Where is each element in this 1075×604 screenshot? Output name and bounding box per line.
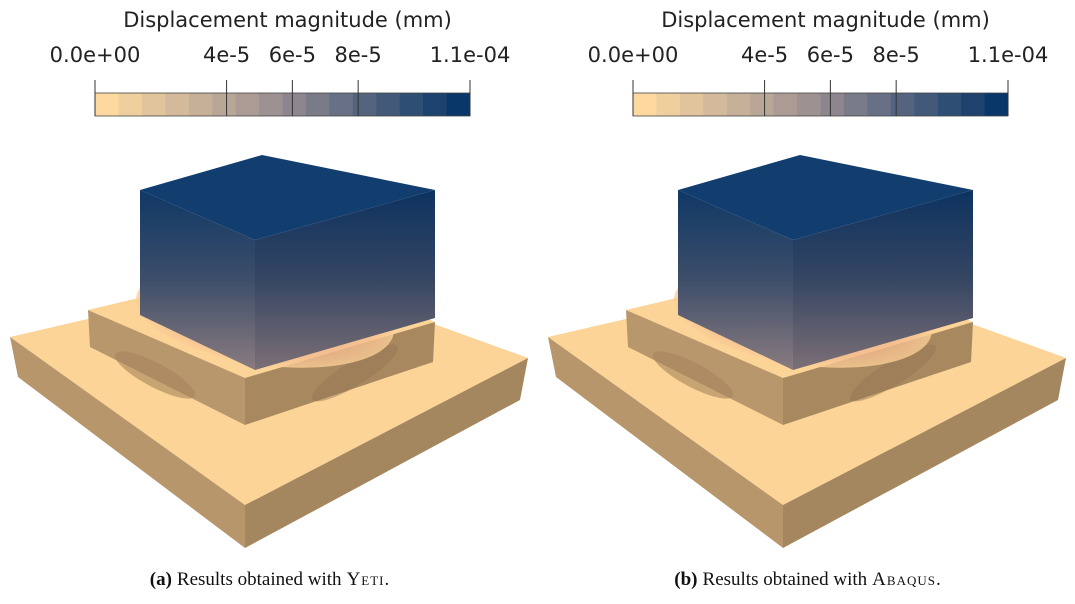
panel: Displacement magnitude (mm) 0.0e+00 4e-5 6e… [548, 8, 1066, 548]
colorbar-step [165, 93, 190, 116]
colorbar-step [282, 93, 307, 116]
colorbar-step [750, 93, 775, 116]
colorbar-step [867, 93, 892, 116]
colorbar-step [95, 93, 119, 116]
colorbar-step [352, 93, 377, 116]
colorbar-title: Displacement magnitude (mm) [661, 8, 990, 32]
colorbar-step [141, 93, 166, 116]
caption: (a) Results obtained with Yeti. [150, 569, 391, 590]
colorbar-tick-label: 8e-5 [335, 43, 382, 67]
panel: Displacement magnitude (mm) 0.0e+00 4e-5 6e… [10, 8, 528, 548]
colorbar-tick-label: 0.0e+00 [588, 43, 679, 67]
colorbar-step [446, 93, 471, 116]
colorbar-step [305, 93, 330, 116]
caption-part: Results obtained with [177, 569, 342, 590]
colorbar-step [423, 93, 448, 116]
colorbar-step [914, 93, 939, 116]
caption-part: Abaqus. [872, 569, 942, 590]
colorbar-step [679, 93, 704, 116]
caption-part: Results obtained with [703, 569, 868, 590]
panels: Displacement magnitude (mm) 0.0e+00 4e-5 6e… [10, 8, 1066, 548]
caption-part: Yeti. [347, 569, 391, 590]
colorbar-step [726, 93, 751, 116]
colorbar-step [843, 93, 868, 116]
colorbar-tick-label: 1.1e-04 [968, 43, 1049, 67]
colorbar-step [703, 93, 728, 116]
colorbar-tick-label: 1.1e-04 [430, 43, 511, 67]
colorbar-tick-label: 8e-5 [873, 43, 920, 67]
colorbar-tick-label: 4e-5 [203, 43, 250, 67]
caption-part: (b) [674, 569, 697, 590]
colorbar-step [235, 93, 260, 116]
colorbar-step [329, 93, 354, 116]
colorbar-step [890, 93, 915, 116]
colorbar-step [797, 93, 821, 116]
colorbar-step [376, 93, 401, 116]
colorbar-step [118, 93, 143, 116]
colorbar-tick-label: 6e-5 [807, 43, 854, 67]
colorbar-step [961, 93, 986, 116]
colorbar-tick-label: 6e-5 [269, 43, 316, 67]
colorbar-step [773, 93, 798, 116]
model-render [548, 155, 1066, 548]
colorbar-step [399, 93, 424, 116]
colorbar-step [984, 93, 1009, 116]
model-render [10, 155, 528, 548]
caption-part: (a) [150, 569, 172, 590]
colorbar-step [633, 93, 657, 116]
caption: (b) Results obtained with Abaqus. [674, 569, 941, 590]
colorbar-step [937, 93, 962, 116]
colorbar-tick-label: 4e-5 [741, 43, 788, 67]
colorbar-step [212, 93, 237, 116]
colorbar-step [188, 93, 213, 116]
colorbar-step [259, 93, 283, 116]
colorbar-title: Displacement magnitude (mm) [123, 8, 452, 32]
colorbar-step [820, 93, 845, 116]
colorbar-tick-label: 0.0e+00 [50, 43, 141, 67]
colorbar-step [656, 93, 681, 116]
